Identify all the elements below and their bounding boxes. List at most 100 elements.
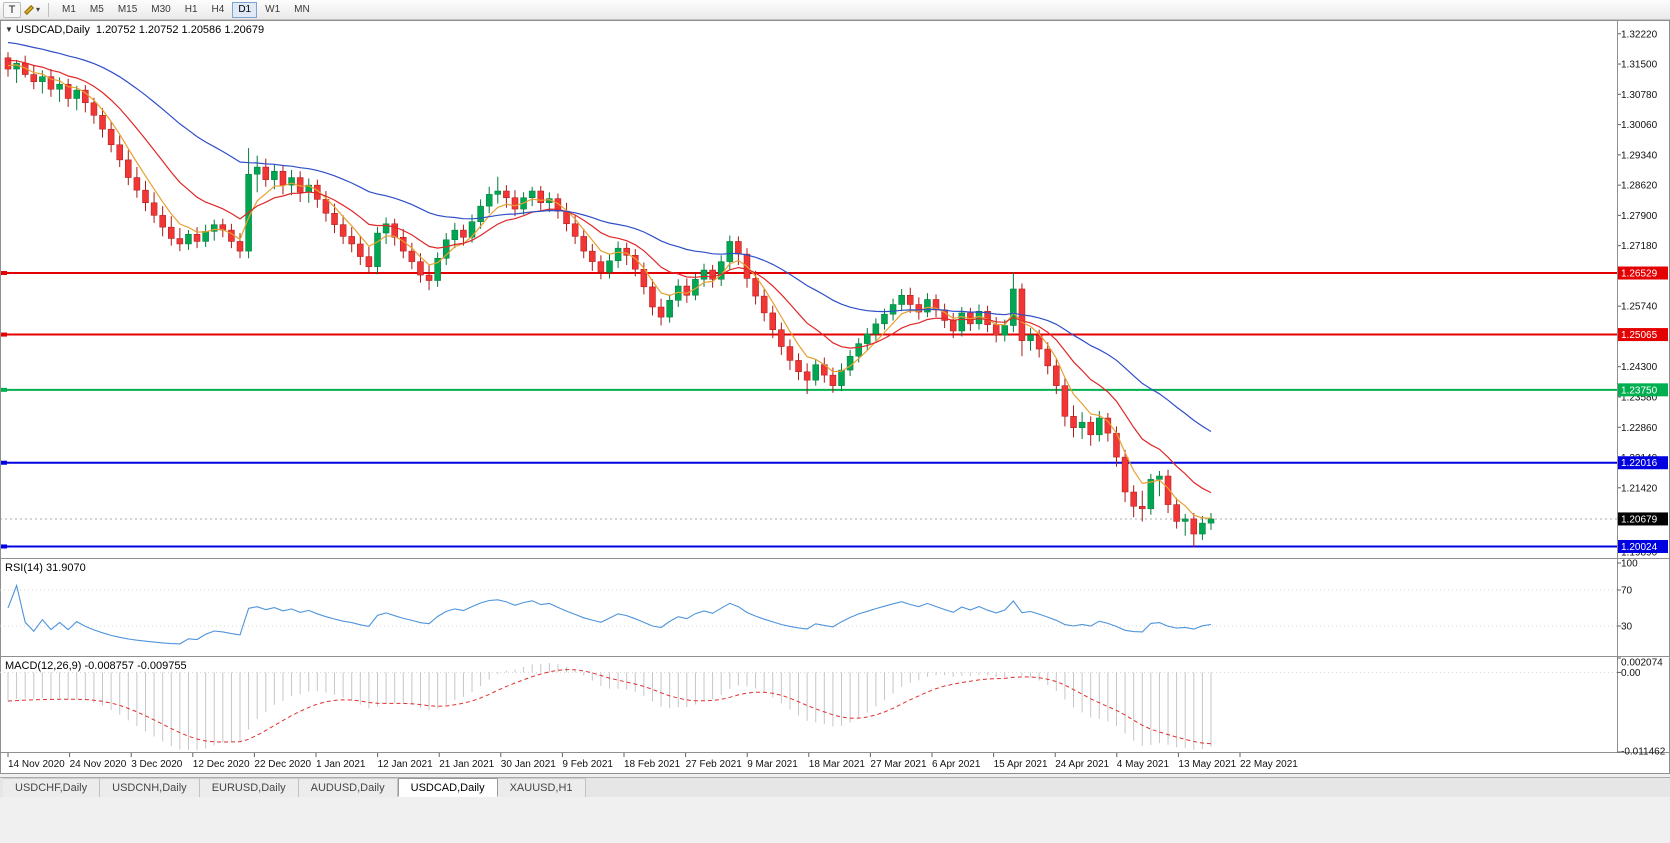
rsi-scale-label: 70	[1621, 586, 1633, 597]
macd-scale-label: -0.011462	[1621, 747, 1666, 758]
candle	[666, 300, 673, 318]
candle	[1044, 348, 1051, 367]
date-tick-label: 24 Apr 2021	[1055, 759, 1109, 770]
timeframe-h1-button[interactable]: H1	[179, 2, 204, 18]
timeframe-w1-button[interactable]: W1	[259, 2, 286, 18]
text-tool-button[interactable]: T	[3, 1, 21, 18]
candle	[253, 166, 261, 175]
candle	[503, 190, 510, 198]
candle	[1010, 288, 1017, 326]
tab-usdcnh-daily[interactable]: USDCNH,Daily	[100, 778, 200, 797]
line-anchor[interactable]	[0, 544, 7, 549]
rsi-name: RSI(14)	[5, 562, 43, 574]
candle	[73, 89, 80, 99]
tab-usdchf-daily[interactable]: USDCHF,Daily	[3, 778, 101, 797]
svg-text:1.20024: 1.20024	[1621, 542, 1658, 553]
candle	[279, 170, 287, 186]
pencil-icon	[24, 4, 34, 15]
candle	[1053, 365, 1060, 386]
price-tick-label: 1.22860	[1621, 423, 1658, 434]
timeframe-d1-button[interactable]: D1	[232, 1, 258, 18]
candle	[657, 306, 665, 318]
tab-audusd-daily[interactable]: AUDUSD,Daily	[298, 778, 398, 797]
price-level-badge	[1618, 383, 1668, 397]
timeframe-m5-button[interactable]: M5	[84, 2, 110, 18]
candle	[382, 223, 390, 234]
candle	[580, 236, 587, 252]
candle	[589, 250, 596, 262]
candle	[1096, 417, 1103, 436]
line-anchor[interactable]	[0, 271, 7, 276]
candle	[4, 57, 12, 70]
timeframe-mn-button[interactable]: MN	[288, 2, 316, 18]
candle	[537, 190, 545, 204]
candle	[683, 285, 691, 296]
date-tick-label: 9 Feb 2021	[562, 759, 613, 770]
macd-scale-label: 0.002074	[1621, 658, 1663, 669]
candle	[1173, 504, 1180, 522]
timeframe-m15-button[interactable]: M15	[112, 2, 143, 18]
draw-tool-button[interactable]: ▾	[23, 2, 41, 18]
date-tick-label: 6 Apr 2021	[932, 759, 981, 770]
tab-eurusd-daily[interactable]: EURUSD,Daily	[199, 778, 299, 797]
timeframe-h4-button[interactable]: H4	[206, 2, 231, 18]
timeframe-m30-button[interactable]: M30	[145, 2, 176, 18]
candle	[236, 241, 244, 252]
date-tick-label: 27 Mar 2021	[870, 759, 927, 770]
svg-text:1.26529: 1.26529	[1621, 269, 1658, 280]
candle	[271, 170, 278, 180]
candle	[1147, 479, 1155, 510]
candle	[949, 320, 957, 332]
candle	[812, 364, 819, 381]
price-level-badge	[1618, 512, 1668, 526]
date-tick-label: 15 Apr 2021	[994, 759, 1048, 770]
candle	[803, 371, 811, 381]
price-tick-label: 1.30780	[1621, 90, 1658, 101]
candle	[623, 247, 630, 256]
candle	[760, 295, 768, 314]
symbol-period-label: USDCAD,Daily	[15, 24, 90, 36]
candle	[700, 269, 708, 280]
candle	[39, 76, 46, 82]
candle	[210, 224, 218, 232]
candle	[442, 239, 450, 259]
date-tick-label: 21 Jan 2021	[439, 759, 494, 770]
date-tick-label: 22 Dec 2020	[254, 759, 311, 770]
rsi-scale-label: 30	[1621, 622, 1633, 633]
slow-ma-line	[7, 41, 1212, 433]
price-tick-label: 1.32220	[1621, 29, 1658, 40]
date-tick-label: 18 Mar 2021	[809, 759, 866, 770]
candle	[1078, 421, 1086, 428]
candle	[99, 115, 106, 130]
line-anchor[interactable]	[0, 332, 7, 337]
candle	[116, 144, 123, 161]
candle	[30, 74, 38, 82]
candle	[142, 189, 149, 204]
candle	[107, 128, 115, 146]
candle	[417, 261, 424, 276]
date-tick-label: 4 May 2021	[1117, 759, 1170, 770]
line-anchor[interactable]	[0, 387, 7, 392]
candle	[752, 278, 759, 297]
collapse-icon[interactable]: ▼	[5, 25, 13, 34]
timeframe-m1-button[interactable]: M1	[56, 2, 82, 18]
rsi-value: 31.9070	[45, 562, 86, 574]
macd-scale-label: 0.00	[1621, 668, 1641, 679]
price-tick-label: 1.27180	[1621, 241, 1658, 252]
candle	[571, 223, 579, 237]
chart-tab-bar: USDCHF,Daily USDCNH,Daily EURUSD,Daily A…	[0, 777, 1670, 797]
toolbar-separator	[48, 2, 50, 17]
macd-signal-line	[7, 669, 1212, 745]
candle	[485, 194, 493, 207]
tab-usdcad-daily[interactable]: USDCAD,Daily	[397, 778, 498, 797]
candle	[56, 83, 63, 90]
tab-xauusd-h1[interactable]: XAUUSD,H1	[497, 778, 586, 797]
line-anchor[interactable]	[0, 460, 7, 465]
candle	[288, 177, 295, 186]
candle	[528, 190, 536, 198]
candle	[339, 224, 347, 237]
chart-canvas[interactable]: 1.32220 1.31500 1.30780 1.30060 1.29340 1.286…	[0, 0, 1670, 775]
candle	[64, 83, 72, 99]
date-tick-label: 27 Feb 2021	[686, 759, 743, 770]
